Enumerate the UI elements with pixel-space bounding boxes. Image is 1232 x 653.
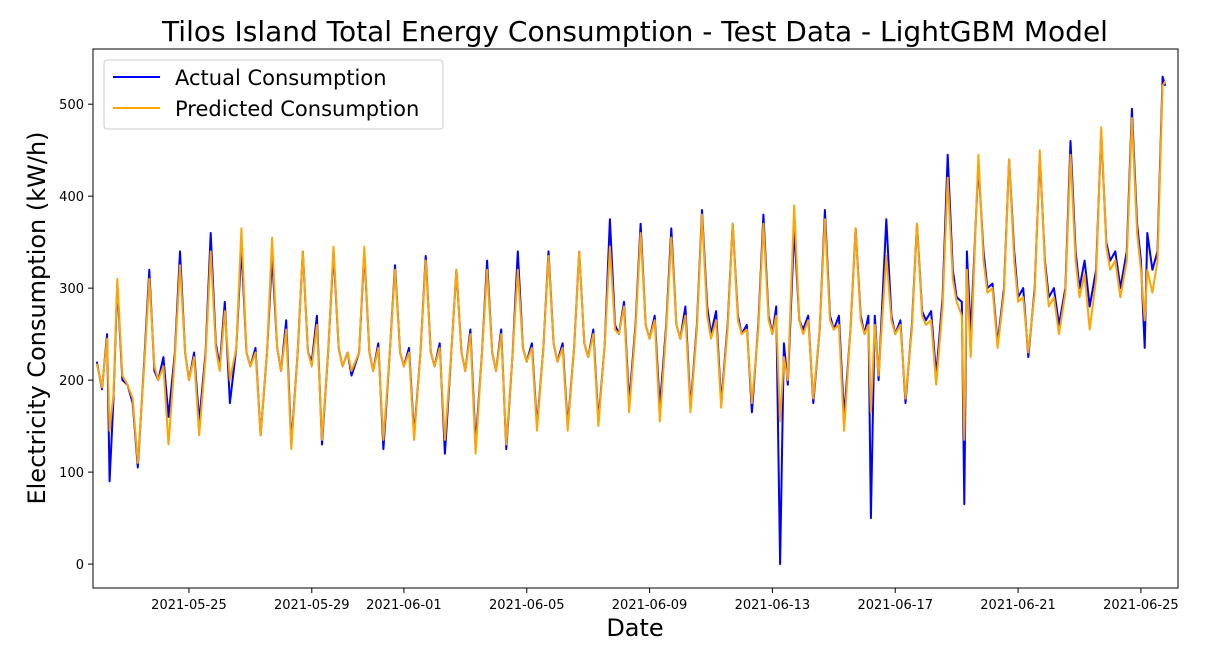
- x-tick-label: 2021-06-17: [857, 598, 933, 613]
- y-tick-label: 100: [59, 466, 84, 481]
- x-tick-label: 2021-06-21: [980, 598, 1056, 613]
- y-axis-label: Electricity Consumption (kW/h): [23, 131, 51, 504]
- y-tick-label: 400: [59, 190, 84, 205]
- x-tick-label: 2021-06-05: [489, 598, 565, 613]
- plot-area: [95, 75, 1167, 566]
- y-tick-label: 200: [59, 374, 84, 389]
- x-tick-label: 2021-05-29: [274, 598, 350, 613]
- x-tick-label: 2021-06-01: [366, 598, 442, 613]
- x-axis-label: Date: [606, 614, 663, 642]
- series-line-predicted: [95, 80, 1167, 464]
- y-tick-label: 0: [76, 558, 84, 573]
- y-axis: 0 100 200 300 400 500: [59, 98, 93, 573]
- legend-box: [103, 59, 444, 130]
- plot-frame: [92, 48, 1179, 589]
- legend-label-predicted: Predicted Consumption: [175, 97, 419, 121]
- x-tick-label: 2021-06-25: [1103, 598, 1179, 613]
- series-line-actual: [95, 75, 1167, 566]
- x-tick-label: 2021-06-13: [735, 598, 811, 613]
- y-tick-label: 500: [59, 98, 84, 113]
- legend: Actual Consumption Predicted Consumption: [103, 59, 444, 130]
- x-tick-label: 2021-06-09: [612, 598, 688, 613]
- x-tick-label: 2021-05-25: [151, 598, 227, 613]
- legend-label-actual: Actual Consumption: [175, 66, 387, 90]
- chart-title: Tilos Island Total Energy Consumption - …: [161, 15, 1108, 48]
- x-axis: 2021-05-25 2021-05-29 2021-06-01 2021-06-05…: [151, 588, 1179, 613]
- y-tick-label: 300: [59, 282, 84, 297]
